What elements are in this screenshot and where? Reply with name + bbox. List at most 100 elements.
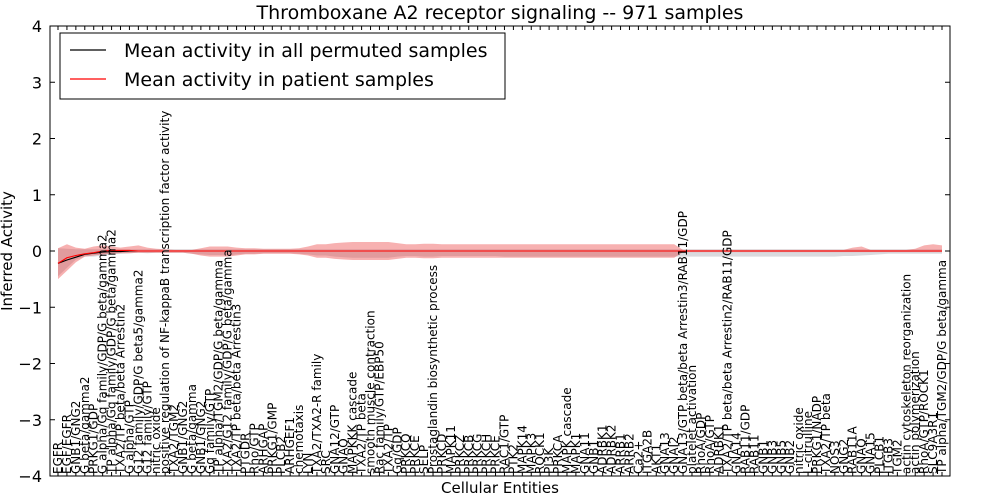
category-label: actin polymerization xyxy=(908,351,922,474)
y-tick-label: 4 xyxy=(32,17,42,36)
chart-title: Thromboxane A2 receptor signaling -- 971… xyxy=(256,2,744,24)
plot-frame xyxy=(49,25,951,477)
category-label: ADRBK2 xyxy=(605,424,619,474)
y-tick-label: 1 xyxy=(32,186,42,205)
category-label: G alpha/GTP xyxy=(122,400,136,474)
y-tick-label: 2 xyxy=(32,130,42,149)
category-label: GNB1/GNG2 xyxy=(194,401,208,474)
category-label: RAB11/GDP xyxy=(739,405,753,474)
category-label: PRKCZ xyxy=(453,435,467,474)
category-label: SELP xyxy=(417,445,431,474)
category-label: TP alpha/TGM2/GDP/G beta/gamma xyxy=(212,260,226,475)
y-tick-label: −1 xyxy=(18,298,42,317)
category-label: TXA2/TP beta/beta Arrestin2 xyxy=(114,304,128,475)
x-axis-title: Cellular Entities xyxy=(441,479,559,497)
category-label: Gq family/GTP xyxy=(203,389,217,474)
category-label: TP alpha/Gq family/GDP/G beta/gamma2 xyxy=(105,229,119,475)
patient-mean-line xyxy=(57,249,942,264)
category-label: AKT1 xyxy=(649,444,663,474)
category-label: G12 family/GTP xyxy=(140,381,154,474)
category-label: Ca2+ xyxy=(631,441,645,474)
category-label: GNA11 xyxy=(578,432,592,474)
category-label: PRKCD xyxy=(435,434,449,474)
category-label: chemotaxis xyxy=(292,405,306,474)
category-label: PRKCG xyxy=(471,434,485,474)
category-label: MAPK11 xyxy=(444,425,458,474)
category-label: actin cytoskeleton reorganization xyxy=(899,274,913,474)
category-label: TXA2/TXA2-R family xyxy=(310,354,324,475)
category-label: GNAI2 xyxy=(667,436,681,474)
category-label: G12 family/GDP/G beta5/gamma2 xyxy=(131,270,145,474)
legend-label-permuted: Mean activity in all permuted samples xyxy=(124,40,487,62)
category-label: GNAQ xyxy=(855,438,869,474)
category-label: EGF/EGFR xyxy=(60,414,74,474)
category-label: PTGDR xyxy=(239,433,253,474)
category-label: ITGB3 xyxy=(881,438,895,474)
category-label: PRKCE xyxy=(408,435,422,474)
category-label: GNB1/GNG2 xyxy=(176,401,190,474)
y-tick-label: −2 xyxy=(18,355,42,374)
category-label: TGM2 xyxy=(890,439,904,475)
category-label: MAPK3 xyxy=(524,433,538,474)
category-label: PRKCA xyxy=(551,434,565,474)
category-label: Rac family/GTP/EBP50 xyxy=(372,341,386,474)
permuted-band xyxy=(58,248,942,277)
category-label: GNA12/GTP xyxy=(328,405,342,474)
category-label: ADRBK1 xyxy=(596,424,610,474)
category-label: G beta/gamma xyxy=(185,384,199,474)
category-label: PRKG1/NADP xyxy=(810,396,824,474)
category-label: Rho/GTP xyxy=(247,423,261,474)
category-label: TXA2/TP xyxy=(381,424,395,475)
category-label: SLC9A3R1 xyxy=(926,412,940,474)
category-label: ADRBK1 xyxy=(712,424,726,474)
category-label: LYN xyxy=(301,453,315,474)
y-axis: −4 −3 −2 −1 0 1 2 3 4 xyxy=(18,17,950,486)
category-label: NOS3 xyxy=(828,440,842,474)
category-label: TP alpha/TGM2/GDP/G beta/gamma xyxy=(935,260,949,475)
category-label: TXA2/G12 family/GDP/G beta/gamma xyxy=(221,249,235,475)
category-label: GNA13 xyxy=(658,432,672,474)
category-label: GNB1/GNG2 xyxy=(69,401,83,474)
category-label: PLCB1 xyxy=(872,436,886,474)
category-label: GNA14 xyxy=(730,432,744,474)
category-label: smooth muscle contraction xyxy=(364,310,378,474)
category-label: PRKCH xyxy=(480,434,494,474)
category-label: ROCK1 xyxy=(533,432,547,474)
category-label: TXA2/TP beta/beta Arrestin3 xyxy=(230,304,244,475)
category-label: GNB1 xyxy=(756,440,770,474)
category-label: TXA2/TP beta xyxy=(355,393,369,475)
category-label: GNA13/GTP beta/beta Arrestin3/RAB11/GDP xyxy=(676,211,690,474)
category-label: MAPK1 xyxy=(569,433,583,474)
category-label: RAC1/GTP xyxy=(497,415,511,474)
category-label: L-citrulline xyxy=(801,411,815,474)
category-label: PRKCB xyxy=(462,435,476,474)
category-label: MAPK14 xyxy=(515,425,529,474)
category-label: RhoA/GDP xyxy=(694,413,708,474)
category-label: GNAQ xyxy=(337,438,351,474)
category-label: ARRB2 xyxy=(622,433,636,474)
category-label: MAPKKK cascade xyxy=(346,372,360,474)
category-label: platelet activation xyxy=(685,365,699,474)
category-label: nitric oxide xyxy=(792,407,806,474)
category-label: positive regulation of NF-kappaB transcr… xyxy=(158,111,172,474)
category-label: TXA2/TGM2 xyxy=(167,404,181,475)
category-label: MAPK cascade xyxy=(560,387,574,474)
y-tick-label: 3 xyxy=(32,73,42,92)
category-label: PRKG1/GDP xyxy=(87,404,101,474)
category-label: EGFR xyxy=(51,442,65,474)
y-tick-label: −3 xyxy=(18,411,42,430)
category-label: ARRB1 xyxy=(614,433,628,474)
category-label: GNG2 xyxy=(837,439,851,474)
category-label: Gq/GDP xyxy=(390,427,404,474)
y-tick-label: 0 xyxy=(32,242,42,261)
legend: Mean activity in all permuted samples Me… xyxy=(59,32,506,100)
category-label: RAB11A xyxy=(846,425,860,474)
category-label: ARHGAP xyxy=(256,424,270,474)
category-label: GNB3 xyxy=(765,440,779,474)
category-label: PLCB2 xyxy=(274,436,288,474)
category-label: GNB2 xyxy=(783,440,797,474)
category-label: Prostaglandin biosynthetic process xyxy=(426,265,440,474)
category-label: SRC xyxy=(319,450,333,474)
